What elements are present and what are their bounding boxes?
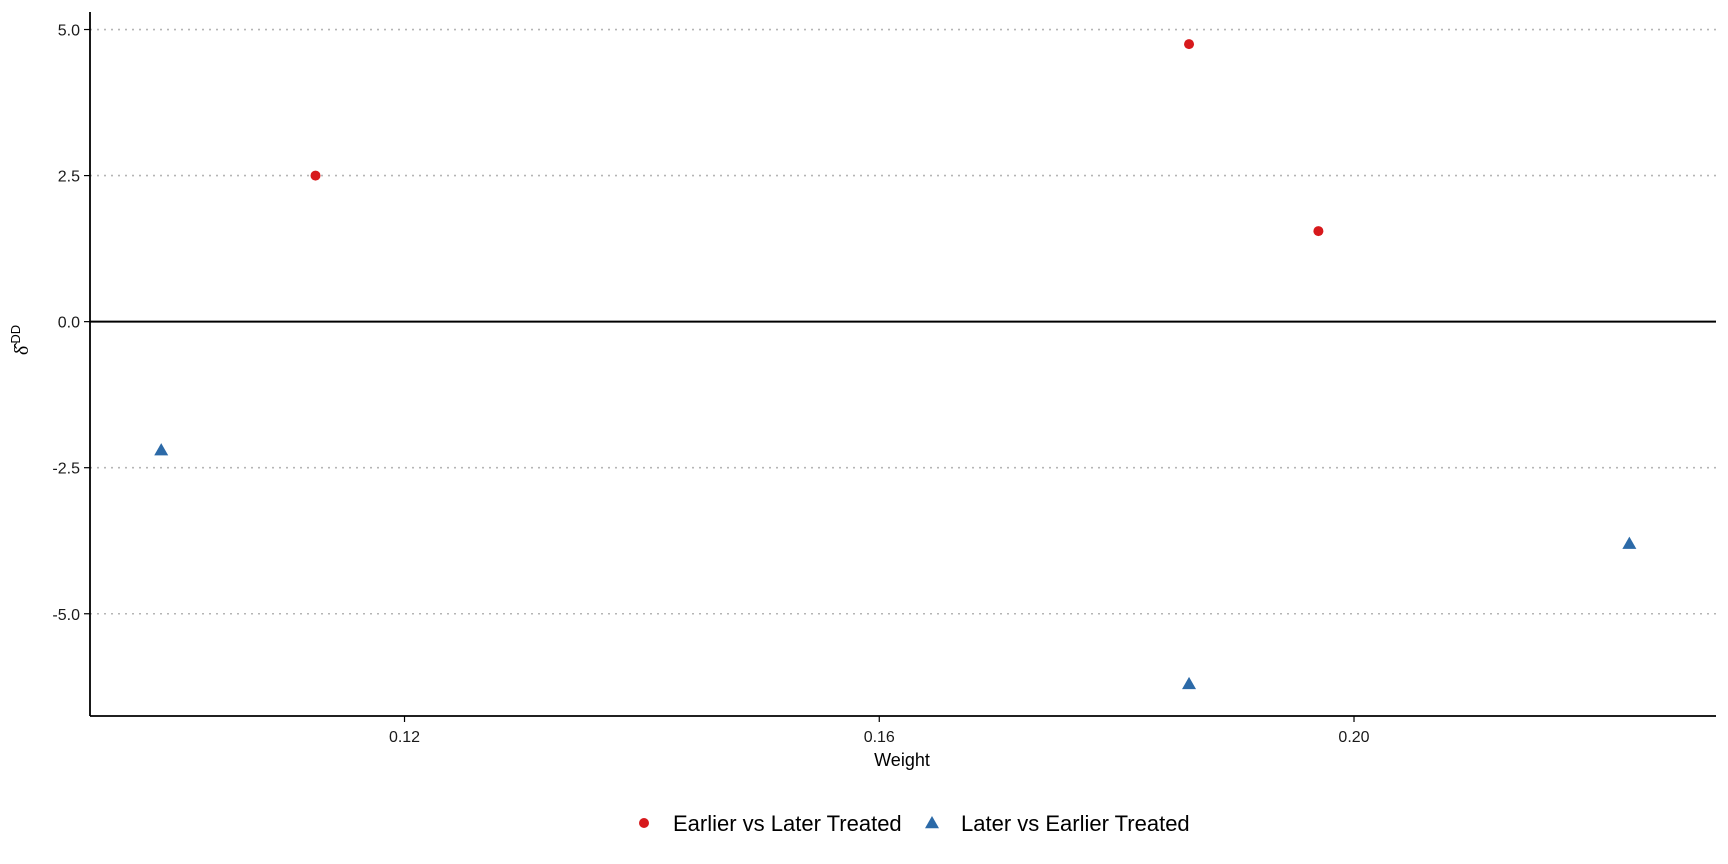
legend-entry-earlier-vs-later: Earlier vs Later Treated bbox=[639, 811, 902, 836]
later-vs-earlier-point bbox=[1622, 536, 1637, 549]
y-axis-title: δ̂DD bbox=[8, 325, 33, 355]
y-tick-label: 2.5 bbox=[58, 169, 80, 186]
y-tick-label: 5.0 bbox=[58, 23, 80, 40]
x-axis-ticks: 0.12 0.16 0.20 bbox=[389, 716, 1370, 746]
later-vs-earlier-point bbox=[1182, 676, 1197, 690]
x-tick-label: 0.16 bbox=[864, 729, 895, 746]
x-tick-label: 0.20 bbox=[1338, 729, 1369, 746]
earlier-vs-later-point bbox=[310, 170, 321, 181]
legend-label: Earlier vs Later Treated bbox=[673, 811, 902, 836]
x-tick-label: 0.12 bbox=[389, 729, 420, 746]
y-tick-label: 0.0 bbox=[58, 315, 80, 332]
y-tick-label: -2.5 bbox=[52, 461, 80, 478]
legend-entry-later-vs-earlier: Later vs Earlier Treated bbox=[925, 811, 1190, 836]
legend-label: Later vs Earlier Treated bbox=[961, 811, 1190, 836]
legend-marker bbox=[925, 816, 939, 829]
y-tick-label: -5.0 bbox=[52, 607, 80, 624]
later-vs-earlier-point bbox=[154, 443, 169, 456]
legend: Earlier vs Later Treated Later vs Earlier… bbox=[639, 811, 1190, 836]
legend-marker bbox=[639, 818, 649, 828]
earlier-vs-later-point bbox=[1184, 39, 1195, 50]
data-points bbox=[154, 39, 1637, 690]
y-axis-title-superscript: DD bbox=[8, 325, 23, 344]
y-axis-ticks: 5.0 2.5 0.0 -2.5 -5.0 bbox=[52, 23, 90, 624]
axes bbox=[89, 12, 1716, 717]
x-axis-title: Weight bbox=[874, 750, 930, 770]
svg-text:δ̂DD: δ̂DD bbox=[8, 325, 33, 355]
earlier-vs-later-point bbox=[1313, 226, 1324, 237]
gridlines bbox=[90, 28, 1716, 615]
